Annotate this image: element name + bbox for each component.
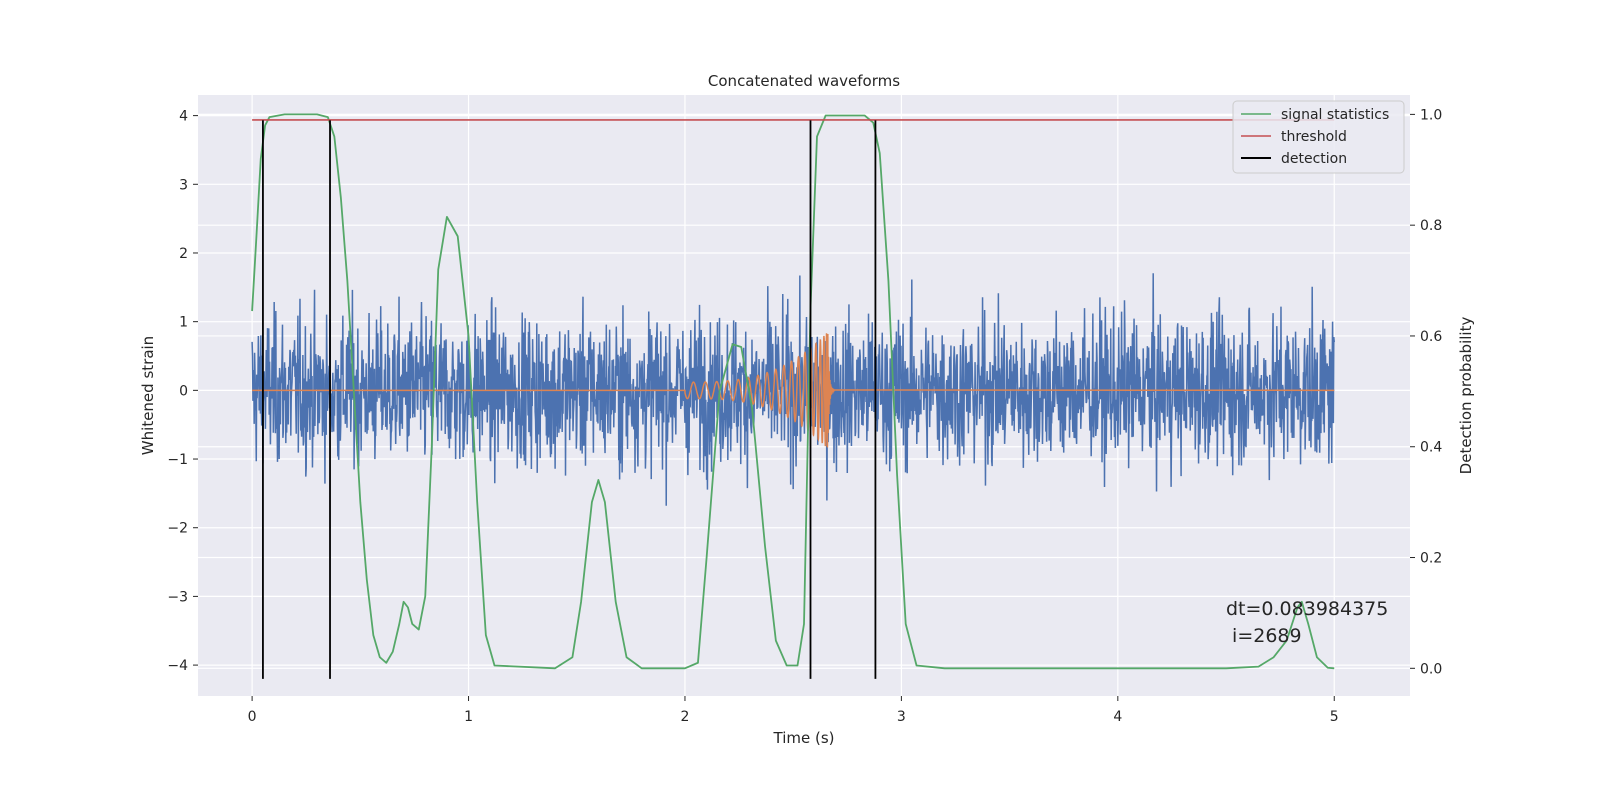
- y-tick-label: −3: [167, 589, 188, 605]
- legend-label-threshold: threshold: [1281, 129, 1347, 145]
- y-tick-label: −4: [167, 658, 188, 674]
- y-tick-label: 2: [179, 246, 188, 262]
- x-axis-label: Time (s): [773, 729, 835, 747]
- legend-box: [1232, 100, 1405, 174]
- y2-tick-label: 0.0: [1420, 661, 1442, 677]
- x-tick-label: 5: [1330, 709, 1339, 725]
- x-tick-label: 4: [1113, 709, 1122, 725]
- strain-line: [251, 273, 1335, 506]
- y2-tick-label: 0.2: [1420, 551, 1442, 567]
- y2-axis-label: Detection probability: [1457, 317, 1475, 475]
- y2-tick-label: 0.6: [1420, 329, 1442, 345]
- y2-tick-label: 0.4: [1420, 440, 1442, 456]
- strain-series: [251, 273, 1335, 506]
- y-tick-label: 3: [179, 177, 188, 193]
- x-tick-label: 2: [681, 709, 690, 725]
- detection-series: [262, 120, 877, 679]
- y-tick-label: −2: [167, 521, 188, 537]
- y2-tick-label: 1.0: [1420, 107, 1442, 123]
- y-tick-label: −1: [167, 452, 188, 468]
- x-tick-label: 0: [248, 709, 257, 725]
- y-tick-label: 1: [179, 315, 188, 331]
- y-tick-label: 0: [179, 383, 188, 399]
- y-tick-label: 4: [179, 109, 188, 125]
- legend-label-detection: detection: [1281, 151, 1347, 167]
- y-axis-label: Whitened strain: [139, 336, 157, 455]
- x-tick-label: 3: [897, 709, 906, 725]
- annotation-index: i=2689: [1226, 625, 1302, 647]
- chart-title: Concatenated waveforms: [708, 72, 900, 90]
- x-tick-label: 1: [464, 709, 473, 725]
- y2-tick-label: 0.8: [1420, 218, 1442, 234]
- legend: signal statistics threshold detection: [1232, 100, 1405, 174]
- axes: 0 1 2 3 4 5 −4 −3 −2 −1 0 1 2 3 4 0.0 0.2 0.4 0.6 0.8 1.0: [167, 107, 1442, 725]
- signal-statistics-line: [251, 113, 1335, 670]
- annotation-dt: dt=0.083984375: [1226, 598, 1388, 620]
- signal-statistics-series: [251, 113, 1335, 670]
- legend-label-signal-statistics: signal statistics: [1281, 107, 1389, 123]
